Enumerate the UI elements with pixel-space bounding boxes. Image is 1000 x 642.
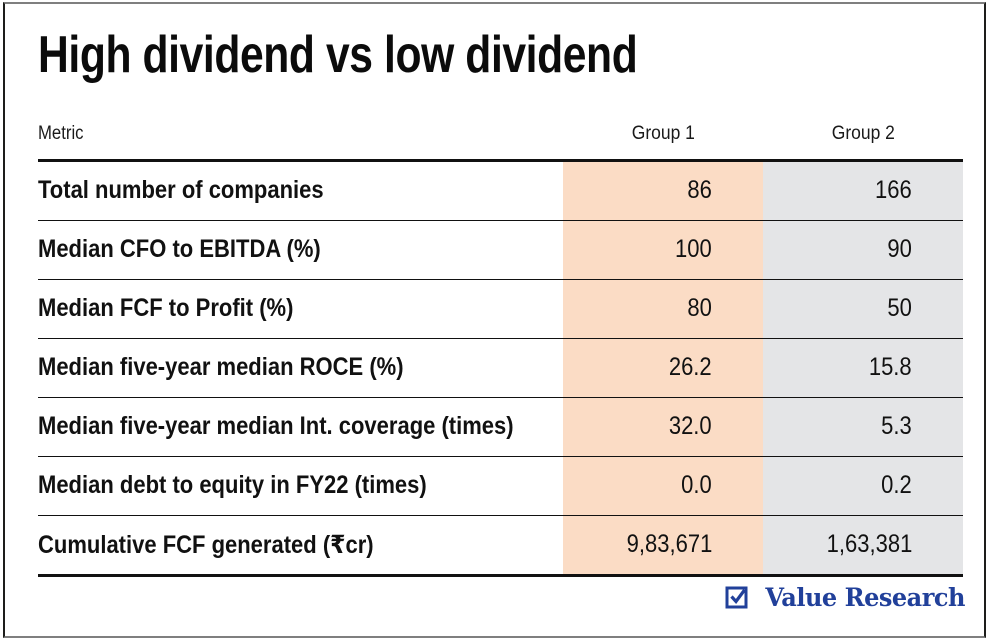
group2-value: 0.2	[763, 456, 963, 516]
value-research-logo: Value Research	[725, 583, 965, 612]
metric-label: Median five-year median Int. coverage (t…	[38, 397, 563, 457]
group1-value: 80	[563, 279, 763, 339]
page-title: High dividend vs low dividend	[38, 28, 984, 83]
group1-value: 32.0	[563, 397, 763, 457]
group2-value: 5.3	[763, 397, 963, 457]
table-row: Median FCF to Profit (%) 80 50	[38, 279, 963, 339]
table-row: Total number of companies 86 166	[38, 160, 963, 221]
metric-label: Median debt to equity in FY22 (times)	[38, 456, 563, 516]
logo-text: Value Research	[765, 583, 965, 612]
table-row: Median five-year median ROCE (%) 26.2 15…	[38, 338, 963, 398]
group2-value: 90	[763, 220, 963, 280]
metric-label: Median FCF to Profit (%)	[38, 279, 563, 339]
table-row: Median CFO to EBITDA (%) 100 90	[38, 220, 963, 280]
group1-value: 100	[563, 220, 763, 280]
table-card: High dividend vs low dividend Metric Gro…	[3, 2, 986, 638]
group1-value: 9,83,671	[563, 515, 763, 577]
comparison-table: Metric Group 1 Group 2 Total number of c…	[38, 82, 963, 577]
metric-label: Cumulative FCF generated (₹cr)	[38, 515, 563, 577]
metric-label: Median five-year median ROCE (%)	[38, 338, 563, 398]
group2-value: 15.8	[763, 338, 963, 398]
checkbox-check-icon	[725, 585, 750, 610]
table-row: Median debt to equity in FY22 (times) 0.…	[38, 456, 963, 516]
group1-value: 86	[563, 160, 763, 221]
column-header-group2: Group 2	[763, 82, 963, 162]
group2-value: 166	[763, 160, 963, 221]
metric-label: Total number of companies	[38, 160, 563, 221]
group2-value: 1,63,381	[763, 515, 963, 577]
metric-label: Median CFO to EBITDA (%)	[38, 220, 563, 280]
column-header-metric: Metric	[38, 82, 563, 162]
column-header-group1: Group 1	[563, 82, 763, 162]
table-row: Median five-year median Int. coverage (t…	[38, 397, 963, 457]
group1-value: 0.0	[563, 456, 763, 516]
group1-value: 26.2	[563, 338, 763, 398]
table-row: Cumulative FCF generated (₹cr) 9,83,671 …	[38, 515, 963, 577]
page-title-text: High dividend vs low dividend	[38, 26, 638, 84]
group2-value: 50	[763, 279, 963, 339]
header-row: Metric Group 1 Group 2	[38, 82, 963, 162]
